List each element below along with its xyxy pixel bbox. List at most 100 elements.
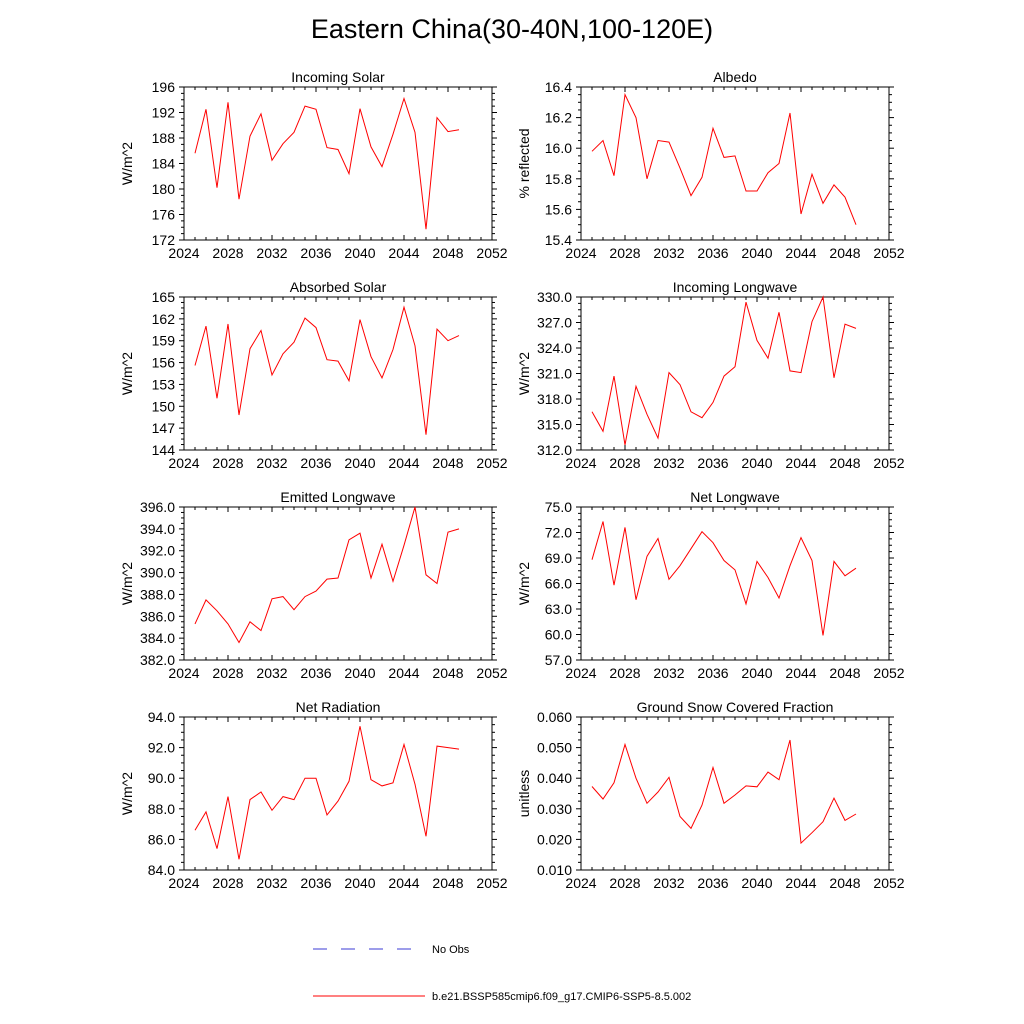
y-tick-label: 159 bbox=[152, 333, 176, 349]
y-tick-label: 0.030 bbox=[537, 801, 572, 817]
y-tick-label: 392.0 bbox=[140, 543, 175, 559]
y-tick-label: 0.010 bbox=[537, 862, 572, 878]
y-axis-label: W/m^2 bbox=[119, 142, 135, 185]
y-tick-label: 0.020 bbox=[537, 831, 572, 847]
plot-frame bbox=[580, 506, 890, 661]
y-tick-label: 172 bbox=[152, 232, 176, 248]
series-line bbox=[194, 506, 460, 644]
x-tick-label: 2024 bbox=[565, 665, 596, 681]
y-tick-label: 0.050 bbox=[537, 740, 572, 756]
plot-frame bbox=[183, 716, 493, 871]
x-tick-label: 2036 bbox=[300, 875, 331, 891]
x-tick-label: 2028 bbox=[212, 455, 243, 471]
x-tick-label: 2052 bbox=[476, 245, 507, 261]
panel-title: Ground Snow Covered Fraction bbox=[637, 699, 834, 715]
y-tick-label: 57.0 bbox=[545, 652, 572, 668]
y-tick-label: 15.4 bbox=[545, 232, 572, 248]
y-tick-label: 66.0 bbox=[545, 576, 572, 592]
plot-frame bbox=[183, 296, 493, 451]
y-tick-label: 388.0 bbox=[140, 586, 175, 602]
x-tick-label: 2044 bbox=[388, 665, 419, 681]
x-tick-label: 2044 bbox=[388, 455, 419, 471]
y-tick-label: 88.0 bbox=[148, 801, 175, 817]
x-tick-label: 2024 bbox=[565, 455, 596, 471]
x-tick-label: 2052 bbox=[476, 455, 507, 471]
x-tick-label: 2040 bbox=[741, 245, 772, 261]
chart-panel: Incoming Solar W/m^2 2024 2028 2032 2036 2040 2… bbox=[119, 69, 508, 261]
x-tick-label: 2040 bbox=[741, 665, 772, 681]
panel-title: Incoming Longwave bbox=[673, 279, 798, 295]
x-tick-label: 2032 bbox=[256, 665, 287, 681]
x-tick-label: 2036 bbox=[300, 665, 331, 681]
x-tick-label: 2040 bbox=[344, 245, 375, 261]
y-axis-label: W/m^2 bbox=[516, 562, 532, 605]
chart-panel: Albedo % reflected 2024 2028 2032 2036 2040 204… bbox=[516, 69, 905, 261]
y-tick-label: 196 bbox=[152, 79, 176, 95]
chart-panel: Net Radiation W/m^2 2024 2028 2032 2036 2040 20… bbox=[119, 699, 508, 891]
y-tick-label: 16.0 bbox=[545, 140, 572, 156]
series-line bbox=[591, 92, 857, 225]
chart-panel: Absorbed Solar W/m^2 2024 2028 2032 2036 2040 2… bbox=[119, 279, 508, 471]
chart-panel: Net Longwave W/m^2 2024 2028 2032 2036 2040 204… bbox=[516, 489, 905, 681]
y-axis-label: W/m^2 bbox=[119, 352, 135, 395]
x-tick-label: 2024 bbox=[168, 455, 199, 471]
y-tick-label: 330.0 bbox=[537, 289, 572, 305]
series-line bbox=[194, 305, 460, 435]
x-tick-label: 2044 bbox=[785, 665, 816, 681]
x-tick-label: 2036 bbox=[300, 245, 331, 261]
y-axis-label: W/m^2 bbox=[119, 562, 135, 605]
y-tick-label: 324.0 bbox=[537, 340, 572, 356]
y-tick-label: 192 bbox=[152, 105, 176, 121]
plot-frame bbox=[580, 296, 890, 451]
y-axis-label: % reflected bbox=[516, 128, 532, 198]
x-tick-label: 2052 bbox=[476, 665, 507, 681]
y-tick-label: 92.0 bbox=[148, 740, 175, 756]
y-tick-label: 86.0 bbox=[148, 831, 175, 847]
y-tick-label: 156 bbox=[152, 355, 176, 371]
y-tick-label: 150 bbox=[152, 398, 176, 414]
x-tick-label: 2048 bbox=[432, 455, 463, 471]
legend-model-label: b.e21.BSSP585cmip6.f09_g17.CMIP6-SSP5-8.… bbox=[432, 991, 691, 1003]
x-tick-label: 2044 bbox=[785, 875, 816, 891]
x-tick-label: 2048 bbox=[432, 875, 463, 891]
panel-title: Net Longwave bbox=[690, 489, 780, 505]
x-tick-label: 2032 bbox=[653, 875, 684, 891]
x-tick-label: 2028 bbox=[609, 665, 640, 681]
panel-title: Albedo bbox=[713, 69, 757, 85]
y-axis-label: W/m^2 bbox=[516, 352, 532, 395]
y-tick-label: 147 bbox=[152, 420, 176, 436]
x-tick-label: 2032 bbox=[256, 455, 287, 471]
x-tick-label: 2028 bbox=[212, 665, 243, 681]
plot-frame bbox=[580, 86, 890, 241]
x-tick-label: 2024 bbox=[565, 245, 596, 261]
x-tick-label: 2044 bbox=[785, 455, 816, 471]
y-tick-label: 176 bbox=[152, 207, 176, 223]
x-tick-label: 2028 bbox=[609, 245, 640, 261]
x-tick-label: 2036 bbox=[697, 245, 728, 261]
y-tick-label: 144 bbox=[152, 442, 176, 458]
y-tick-label: 318.0 bbox=[537, 391, 572, 407]
x-tick-label: 2040 bbox=[344, 665, 375, 681]
y-tick-label: 0.040 bbox=[537, 770, 572, 786]
x-tick-label: 2040 bbox=[344, 455, 375, 471]
y-axis-label: W/m^2 bbox=[119, 772, 135, 815]
x-tick-label: 2048 bbox=[432, 665, 463, 681]
y-tick-label: 94.0 bbox=[148, 709, 175, 725]
y-tick-label: 394.0 bbox=[140, 521, 175, 537]
x-tick-label: 2036 bbox=[697, 875, 728, 891]
x-tick-label: 2044 bbox=[785, 245, 816, 261]
y-tick-label: 63.0 bbox=[545, 601, 572, 617]
x-tick-label: 2028 bbox=[212, 245, 243, 261]
x-tick-label: 2052 bbox=[873, 875, 904, 891]
panels-group: Incoming Solar W/m^2 2024 2028 2032 2036 2040 2… bbox=[119, 69, 905, 891]
y-tick-label: 327.0 bbox=[537, 315, 572, 331]
y-tick-label: 16.2 bbox=[545, 110, 572, 126]
series-line bbox=[591, 295, 857, 445]
panel-title: Net Radiation bbox=[296, 699, 381, 715]
panel-title: Incoming Solar bbox=[291, 69, 385, 85]
x-tick-label: 2032 bbox=[256, 875, 287, 891]
y-tick-label: 84.0 bbox=[148, 862, 175, 878]
x-tick-label: 2052 bbox=[873, 245, 904, 261]
y-tick-label: 165 bbox=[152, 289, 176, 305]
